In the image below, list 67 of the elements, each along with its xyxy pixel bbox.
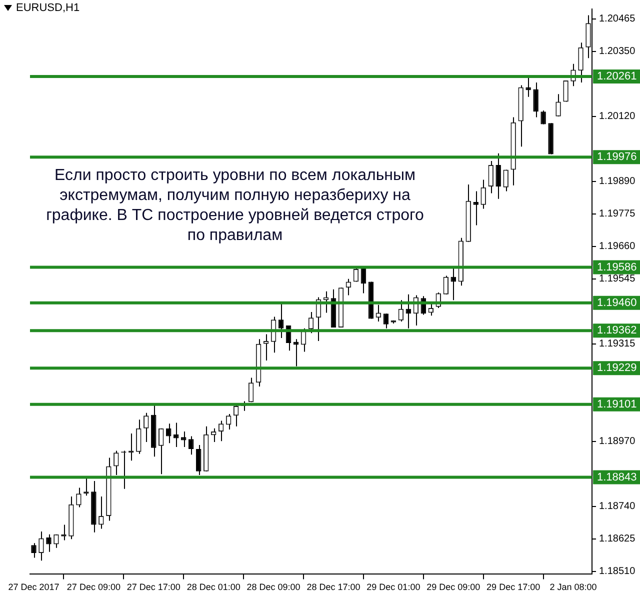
y-tick-label: 1.18970	[599, 436, 636, 448]
y-tick-label: 1.20465	[599, 14, 636, 25]
ref-line-label: 1.20261	[597, 70, 637, 83]
ref-line-label: 1.19101	[597, 398, 637, 410]
candlestick	[556, 94, 561, 117]
candlestick	[488, 160, 494, 194]
candlestick	[563, 80, 568, 102]
candlestick	[114, 450, 119, 476]
candlestick	[398, 300, 404, 322]
y-tick-label: 1.18740	[599, 501, 636, 512]
candlestick	[226, 413, 232, 430]
ref-line-label: 1.19362	[597, 324, 637, 337]
x-tick-label: 27 Dec 2017	[8, 582, 60, 592]
ref-line-label: 1.19460	[597, 296, 637, 309]
x-tick-label: 2 Jan 08:00	[550, 582, 597, 592]
candlestick	[473, 190, 478, 226]
candlestick	[166, 423, 172, 444]
y-tick-label: 1.19315	[599, 338, 636, 350]
x-tick-label: 29 Dec 09:00	[426, 582, 480, 592]
candlestick	[196, 444, 202, 476]
chart-title: EURUSD,H1	[16, 2, 80, 14]
ref-line-label: 1.19976	[597, 151, 637, 164]
candlestick	[38, 531, 44, 562]
x-tick-label: 29 Dec 17:00	[486, 582, 540, 592]
candlestick	[428, 304, 434, 316]
candlestick	[248, 377, 254, 403]
candlestick	[263, 334, 269, 362]
candlestick	[218, 420, 224, 442]
candlestick	[503, 169, 508, 192]
candlestick	[496, 152, 501, 200]
candlestick	[158, 428, 164, 475]
candlestick	[54, 534, 59, 548]
candlestick	[144, 412, 149, 442]
y-tick-label: 1.19545	[599, 274, 636, 285]
annotation: Если просто строить уровни по всем локальным экстремумам, получим полную неразбериху на графике. В ТС построение уровней ведется строго по правилам	[45, 166, 425, 246]
candlestick	[308, 311, 314, 334]
y-tick-label: 1.19890	[599, 176, 636, 188]
candlestick	[46, 534, 52, 552]
candlestick	[540, 110, 546, 125]
candlestick	[98, 496, 104, 530]
x-tick-label: 28 Dec 01:00	[186, 582, 240, 592]
candlestick	[76, 487, 82, 508]
x-tick-label: 29 Dec 01:00	[366, 582, 420, 592]
ref-line-label: 1.19586	[597, 261, 637, 274]
candlestick	[346, 278, 352, 296]
candlestick	[278, 304, 284, 338]
candlestick	[174, 422, 179, 448]
candlestick	[383, 313, 389, 329]
x-tick-label: 27 Dec 09:00	[66, 582, 120, 592]
candlestick	[480, 179, 486, 210]
candlestick	[578, 42, 584, 83]
ref-line-label: 1.18843	[597, 471, 637, 484]
x-tick-label: 27 Dec 17:00	[126, 582, 180, 592]
y-tick-label: 1.18510	[599, 566, 636, 578]
candlestick	[443, 275, 449, 295]
y-tick-label: 1.20350	[599, 46, 636, 58]
y-tick-label: 1.18625	[599, 534, 636, 545]
y-tick-label: 1.20120	[599, 111, 636, 122]
y-tick-label: 1.19775	[599, 208, 636, 220]
y-tick-label: 1.19660	[599, 241, 636, 252]
candlestick	[300, 328, 306, 352]
candlestick	[533, 82, 538, 118]
x-tick-label: 28 Dec 17:00	[306, 582, 360, 592]
candlestick	[136, 419, 142, 454]
candlestick	[188, 436, 194, 456]
ref-line-label: 1.19229	[597, 362, 637, 374]
x-tick-label: 28 Dec 09:00	[246, 582, 300, 592]
